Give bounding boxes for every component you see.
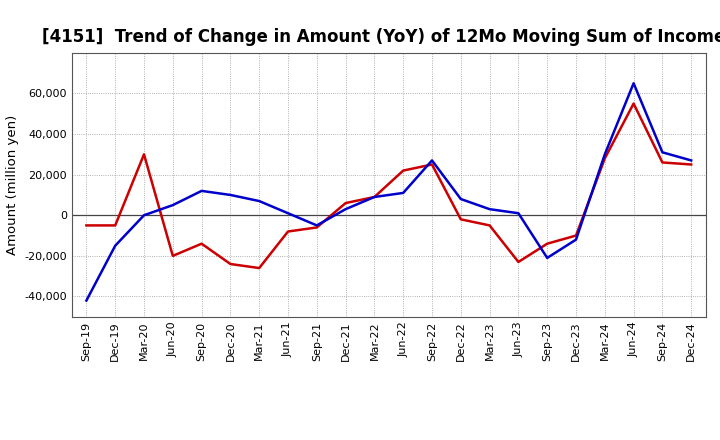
Ordinary Income [370,194,379,200]
Net Income [629,101,638,106]
Title: [4151]  Trend of Change in Amount (YoY) of 12Mo Moving Sum of Incomes: [4151] Trend of Change in Amount (YoY) o… [42,28,720,46]
Net Income [341,201,350,206]
Net Income [543,241,552,246]
Net Income [658,160,667,165]
Line: Net Income: Net Income [86,103,691,268]
Net Income [197,241,206,246]
Ordinary Income [687,158,696,163]
Net Income [485,223,494,228]
Ordinary Income [428,158,436,163]
Y-axis label: Amount (million yen): Amount (million yen) [6,115,19,255]
Net Income [312,225,321,230]
Net Income [399,168,408,173]
Ordinary Income [82,298,91,303]
Ordinary Income [312,223,321,228]
Net Income [140,152,148,157]
Ordinary Income [111,243,120,248]
Ordinary Income [399,190,408,195]
Ordinary Income [658,150,667,155]
Net Income [82,223,91,228]
Ordinary Income [514,211,523,216]
Net Income [687,162,696,167]
Ordinary Income [255,198,264,204]
Ordinary Income [600,152,609,157]
Net Income [226,261,235,267]
Ordinary Income [284,211,292,216]
Ordinary Income [341,206,350,212]
Ordinary Income [168,202,177,208]
Net Income [370,194,379,200]
Net Income [284,229,292,234]
Ordinary Income [629,81,638,86]
Ordinary Income [572,237,580,242]
Net Income [111,223,120,228]
Ordinary Income [456,196,465,202]
Ordinary Income [197,188,206,194]
Net Income [428,162,436,167]
Net Income [572,233,580,238]
Line: Ordinary Income: Ordinary Income [86,83,691,301]
Ordinary Income [226,192,235,198]
Net Income [255,265,264,271]
Net Income [168,253,177,259]
Ordinary Income [140,213,148,218]
Ordinary Income [543,255,552,260]
Net Income [600,156,609,161]
Net Income [456,216,465,222]
Ordinary Income [485,206,494,212]
Net Income [514,259,523,264]
